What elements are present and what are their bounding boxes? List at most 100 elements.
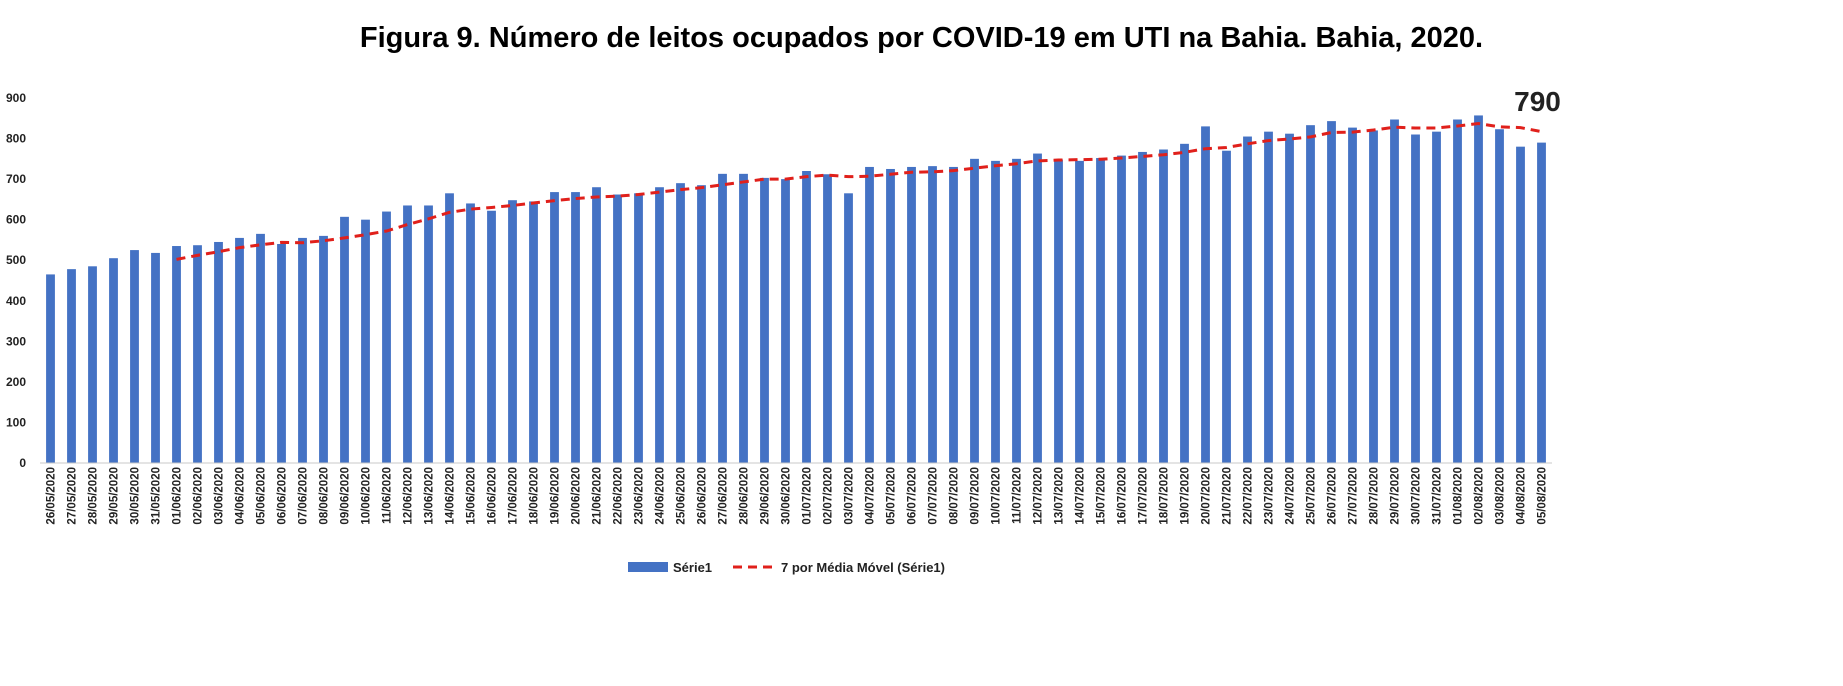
x-tick-label: 19/07/2020: [1180, 467, 1192, 525]
x-tick-label: 28/07/2020: [1369, 467, 1381, 525]
x-tick-label: 30/07/2020: [1411, 467, 1423, 525]
x-axis: 26/05/2020 27/05/2020 28/05/2020 29/05/2020…: [46, 467, 1549, 525]
x-tick-label: 04/06/2020: [235, 467, 247, 525]
bar: [1369, 130, 1378, 463]
x-tick-label: 02/07/2020: [823, 467, 835, 525]
bar: [1516, 146, 1525, 463]
x-tick-label: 28/06/2020: [739, 467, 751, 525]
bar: [1411, 134, 1420, 463]
legend: Série1 7 por Média Móvel (Série1): [628, 560, 945, 575]
bar: [571, 192, 580, 464]
x-tick-label: 12/07/2020: [1033, 467, 1045, 525]
bar: [1432, 131, 1441, 463]
x-tick-label: 09/06/2020: [340, 467, 352, 525]
x-tick-label: 13/06/2020: [424, 467, 436, 525]
bar: [928, 166, 937, 463]
x-tick-label: 23/07/2020: [1264, 467, 1276, 525]
y-tick-label: 400: [6, 294, 26, 308]
x-tick-label: 27/06/2020: [718, 467, 730, 525]
bar: [109, 258, 118, 463]
x-tick-label: 11/07/2020: [1012, 467, 1024, 524]
x-tick-label: 19/06/2020: [550, 467, 562, 525]
bar: [466, 203, 475, 463]
bar: [1033, 153, 1042, 464]
bar: [718, 173, 727, 464]
bar: [1096, 158, 1105, 463]
x-tick-label: 27/05/2020: [67, 467, 79, 525]
x-tick-label: 16/07/2020: [1117, 467, 1129, 525]
bar: [88, 266, 97, 463]
bar: [1138, 151, 1147, 463]
annotations: 790: [1514, 86, 1561, 117]
x-tick-label: 08/07/2020: [949, 467, 961, 525]
x-tick-label: 29/06/2020: [760, 467, 772, 525]
bar: [487, 210, 496, 463]
bar: [1495, 129, 1504, 463]
bar: [214, 241, 223, 463]
bar: [256, 233, 265, 463]
x-tick-label: 22/07/2020: [1243, 467, 1255, 525]
bar: [67, 269, 76, 463]
bar: [340, 216, 349, 463]
legend-label-moving-average: 7 por Média Móvel (Série1): [781, 560, 945, 575]
x-tick-label: 02/06/2020: [193, 467, 205, 525]
bar: [1453, 119, 1462, 463]
x-tick-label: 01/07/2020: [802, 467, 814, 525]
bar: [1159, 149, 1168, 463]
bar: [739, 173, 748, 464]
bar: [529, 201, 538, 463]
y-tick-label: 900: [6, 91, 26, 105]
x-tick-label: 05/07/2020: [886, 467, 898, 525]
y-tick-label: 200: [6, 375, 26, 389]
chart-title: Figura 9. Número de leitos ocupados por …: [359, 22, 1484, 54]
last-value-label: 790: [1514, 86, 1561, 117]
x-tick-label: 17/06/2020: [508, 467, 520, 525]
y-tick-label: 100: [6, 415, 26, 429]
bar: [1117, 155, 1126, 464]
x-tick-label: 31/07/2020: [1432, 467, 1444, 525]
bar: [1474, 115, 1483, 463]
bar: [781, 179, 790, 463]
x-tick-label: 16/06/2020: [487, 467, 499, 525]
bar: [1306, 125, 1315, 463]
bar: [508, 200, 517, 463]
x-tick-label: 21/07/2020: [1222, 467, 1234, 525]
bar: [1012, 158, 1021, 464]
y-tick-label: 300: [6, 334, 26, 348]
bar: [1390, 119, 1399, 463]
bar: [1327, 121, 1336, 463]
bar: [991, 160, 1000, 463]
bar: [823, 174, 832, 463]
y-tick-label: 700: [6, 172, 26, 186]
x-tick-label: 15/07/2020: [1096, 467, 1108, 525]
bar: [424, 205, 433, 463]
x-tick-label: 07/06/2020: [298, 467, 310, 525]
x-tick-label: 08/06/2020: [319, 467, 331, 525]
bar: [298, 237, 307, 463]
y-axis: 0 100 200 300 400 500 600 700 800 900: [6, 91, 26, 470]
bar: [319, 235, 328, 463]
x-tick-label: 20/07/2020: [1201, 467, 1213, 525]
x-tick-label: 06/06/2020: [277, 467, 289, 525]
x-tick-label: 18/07/2020: [1159, 467, 1171, 525]
legend-swatch-serie1: [628, 562, 668, 572]
bar: [655, 187, 664, 463]
x-tick-label: 14/07/2020: [1075, 467, 1087, 525]
x-tick-label: 17/07/2020: [1138, 467, 1150, 525]
x-tick-label: 23/06/2020: [634, 467, 646, 525]
bars: [46, 115, 1546, 464]
bar: [361, 219, 370, 463]
y-tick-label: 600: [6, 213, 26, 227]
x-tick-label: 31/05/2020: [151, 467, 163, 525]
moving-average-line-group: [176, 122, 1542, 261]
x-tick-label: 05/06/2020: [256, 467, 268, 525]
y-tick-label: 800: [6, 132, 26, 146]
bar: [46, 274, 55, 463]
legend-label-serie1: Série1: [673, 560, 712, 575]
x-tick-label: 26/07/2020: [1327, 467, 1339, 525]
x-tick-label: 10/07/2020: [991, 467, 1003, 525]
x-tick-label: 03/06/2020: [214, 467, 226, 525]
bar: [865, 166, 874, 463]
bar: [1075, 160, 1084, 463]
